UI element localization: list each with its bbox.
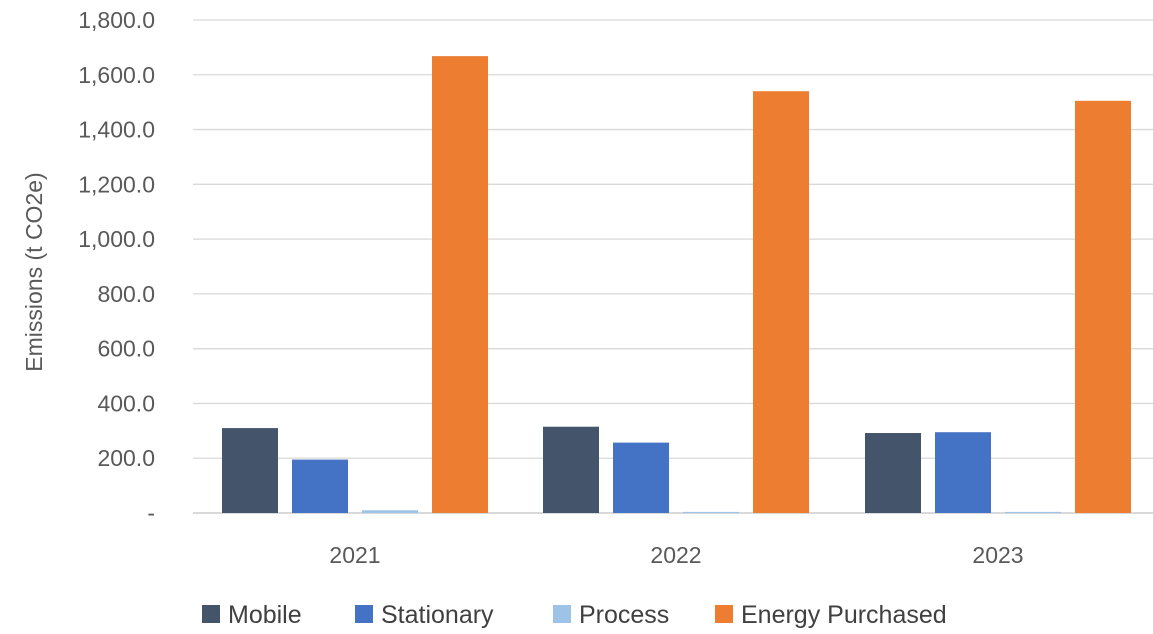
legend: Mobile Stationary Process Energy Purchased — [202, 601, 947, 629]
bar-energy-purchased-2023 — [1075, 100, 1131, 513]
bar-stationary-2021 — [292, 459, 348, 513]
bar-stationary-2023 — [935, 432, 991, 513]
bar-mobile-2022 — [543, 426, 599, 513]
legend-label: Stationary — [381, 601, 494, 629]
bar-process-2023 — [1005, 511, 1061, 513]
legend-label: Mobile — [228, 601, 302, 629]
bar-mobile-2021 — [222, 428, 278, 513]
y-tick-label: 600.0 — [97, 336, 155, 362]
bar-process-2022 — [683, 511, 739, 513]
y-tick-label: 1,600.0 — [78, 62, 155, 88]
legend-swatch — [715, 605, 733, 623]
y-tick-label: 1,800.0 — [78, 7, 155, 33]
y-tick-label: - — [147, 500, 155, 526]
x-tick-label: 2021 — [329, 542, 380, 568]
bar-energy-purchased-2021 — [432, 56, 488, 514]
bar-process-2021 — [362, 510, 418, 513]
y-axis-ticks: - 200.0 400.0 600.0 800.0 1,000.0 1,200.0 1,400… — [78, 7, 155, 526]
bar-energy-purchased-2022 — [753, 91, 809, 513]
legend-label: Energy Purchased — [741, 601, 947, 629]
legend-swatch — [202, 605, 220, 623]
bar-stationary-2022 — [613, 442, 669, 513]
y-tick-label: 1,000.0 — [78, 226, 155, 252]
y-tick-label: 1,200.0 — [78, 171, 155, 197]
y-tick-label: 1,400.0 — [78, 117, 155, 143]
bars — [222, 56, 1131, 514]
x-tick-label: 2022 — [650, 542, 701, 568]
legend-label: Process — [579, 601, 669, 629]
legend-swatch — [355, 605, 373, 623]
x-axis-ticks: 2021 2022 2023 — [329, 542, 1023, 568]
gridlines — [193, 19, 1153, 514]
bar-mobile-2023 — [865, 433, 921, 513]
x-tick-label: 2023 — [972, 542, 1023, 568]
legend-swatch — [553, 605, 571, 623]
y-tick-label: 400.0 — [97, 390, 155, 416]
y-tick-label: 200.0 — [97, 445, 155, 471]
y-axis-title: Emissions (t CO2e) — [21, 172, 47, 371]
y-tick-label: 800.0 — [97, 281, 155, 307]
